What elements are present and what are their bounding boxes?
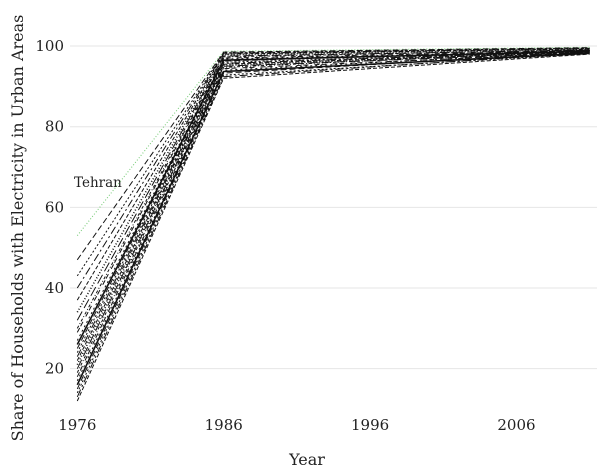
series-line	[76, 48, 590, 289]
y-axis-title: Share of Households with Electricity in …	[8, 15, 27, 442]
x-tick-label: 1986	[205, 416, 243, 434]
series-line	[76, 52, 590, 386]
series-line	[76, 50, 590, 366]
series-line-tehran	[76, 46, 590, 236]
series-line	[76, 52, 590, 369]
series-line	[76, 47, 590, 261]
series-line	[76, 50, 590, 333]
series-line	[76, 52, 590, 378]
series-line	[76, 50, 590, 357]
series-line	[76, 51, 590, 361]
y-tick-label: 60	[45, 198, 64, 216]
series-line	[76, 49, 590, 349]
series-line	[76, 49, 590, 329]
y-tick-label: 20	[45, 360, 64, 378]
series-line	[76, 50, 590, 345]
x-tick-label: 1996	[351, 416, 389, 434]
series-line	[76, 51, 590, 382]
series-line	[76, 48, 590, 313]
x-axis-title: Year	[288, 450, 325, 469]
series-line	[76, 53, 590, 394]
y-tick-label: 40	[45, 279, 64, 297]
series-line	[76, 48, 590, 301]
tehran-annotation: Tehran	[74, 175, 122, 191]
y-tick-label: 100	[35, 37, 64, 55]
series-line	[76, 47, 590, 277]
x-tick-label: 1976	[58, 416, 96, 434]
series-line	[76, 52, 590, 398]
y-tick-label: 80	[45, 118, 64, 136]
y-axis-ticks: 20 40 60 80 100	[35, 37, 64, 378]
x-axis-ticks: 1976 1986 1996 2006	[58, 416, 535, 434]
series-lines	[76, 46, 590, 402]
series-line	[76, 50, 590, 373]
series-line	[76, 53, 590, 402]
x-tick-label: 2006	[497, 416, 535, 434]
